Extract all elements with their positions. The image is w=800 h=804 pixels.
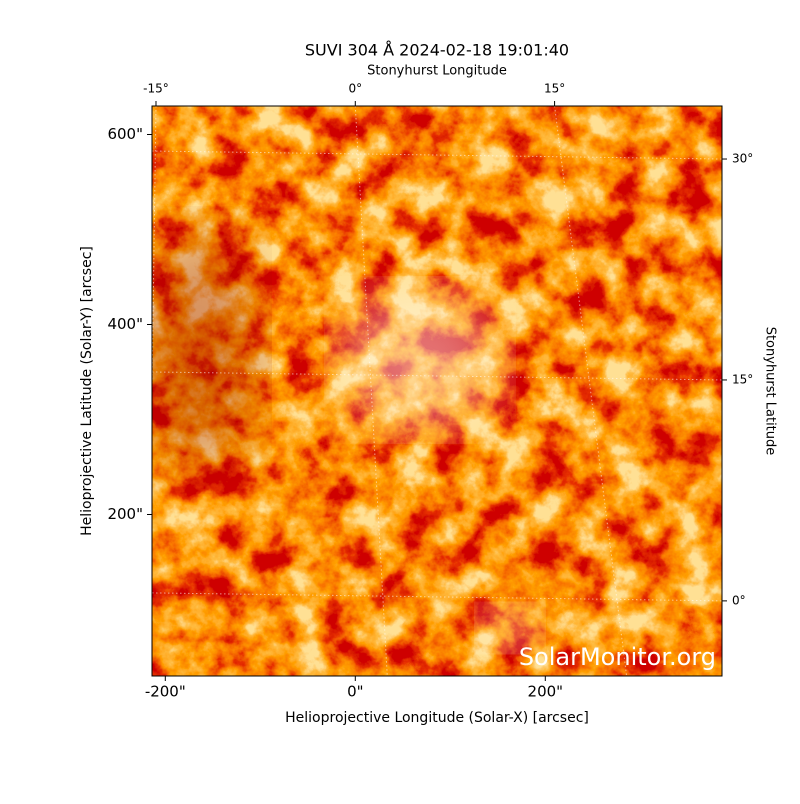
grid-line: [354, 105, 388, 677]
bright-region: [340, 290, 500, 430]
solar-image: [152, 106, 722, 676]
y2-tick-label: 0°: [732, 593, 746, 607]
y-tick-label: 400": [107, 315, 143, 333]
x2-tick-label: 0°: [348, 82, 362, 96]
x-tick-label: 0": [347, 683, 363, 701]
x2-tick-label: 15°: [544, 82, 565, 96]
bright-spot: [480, 606, 540, 650]
watermark: SolarMonitor.org: [519, 643, 716, 671]
y-axis-label: Helioprojective Latitude (Solar-Y) [arcs…: [79, 246, 95, 536]
y-tick-label: 600": [107, 125, 143, 143]
grid-line: [151, 592, 723, 602]
y-tick-label: 200": [107, 505, 143, 523]
x2-tick-label: -15°: [143, 82, 169, 96]
dark-region: [152, 230, 260, 470]
grid-line: [151, 150, 723, 160]
x2-axis-label: Stonyhurst Longitude: [367, 64, 507, 79]
y2-tick-label: 30°: [732, 152, 753, 166]
plot-frame: [151, 105, 723, 677]
y2-tick-label: 15°: [732, 372, 753, 386]
x-tick-label: -200": [145, 683, 186, 701]
y2-axis-label: Stonyhurst Latitude: [763, 327, 778, 456]
x-tick-label: 200": [528, 683, 564, 701]
chart-title: SUVI 304 Å 2024-02-18 19:01:40: [305, 41, 569, 60]
x-axis-label: Helioprojective Longitude (Solar-X) [arc…: [285, 710, 589, 726]
grid-line: [151, 371, 723, 381]
